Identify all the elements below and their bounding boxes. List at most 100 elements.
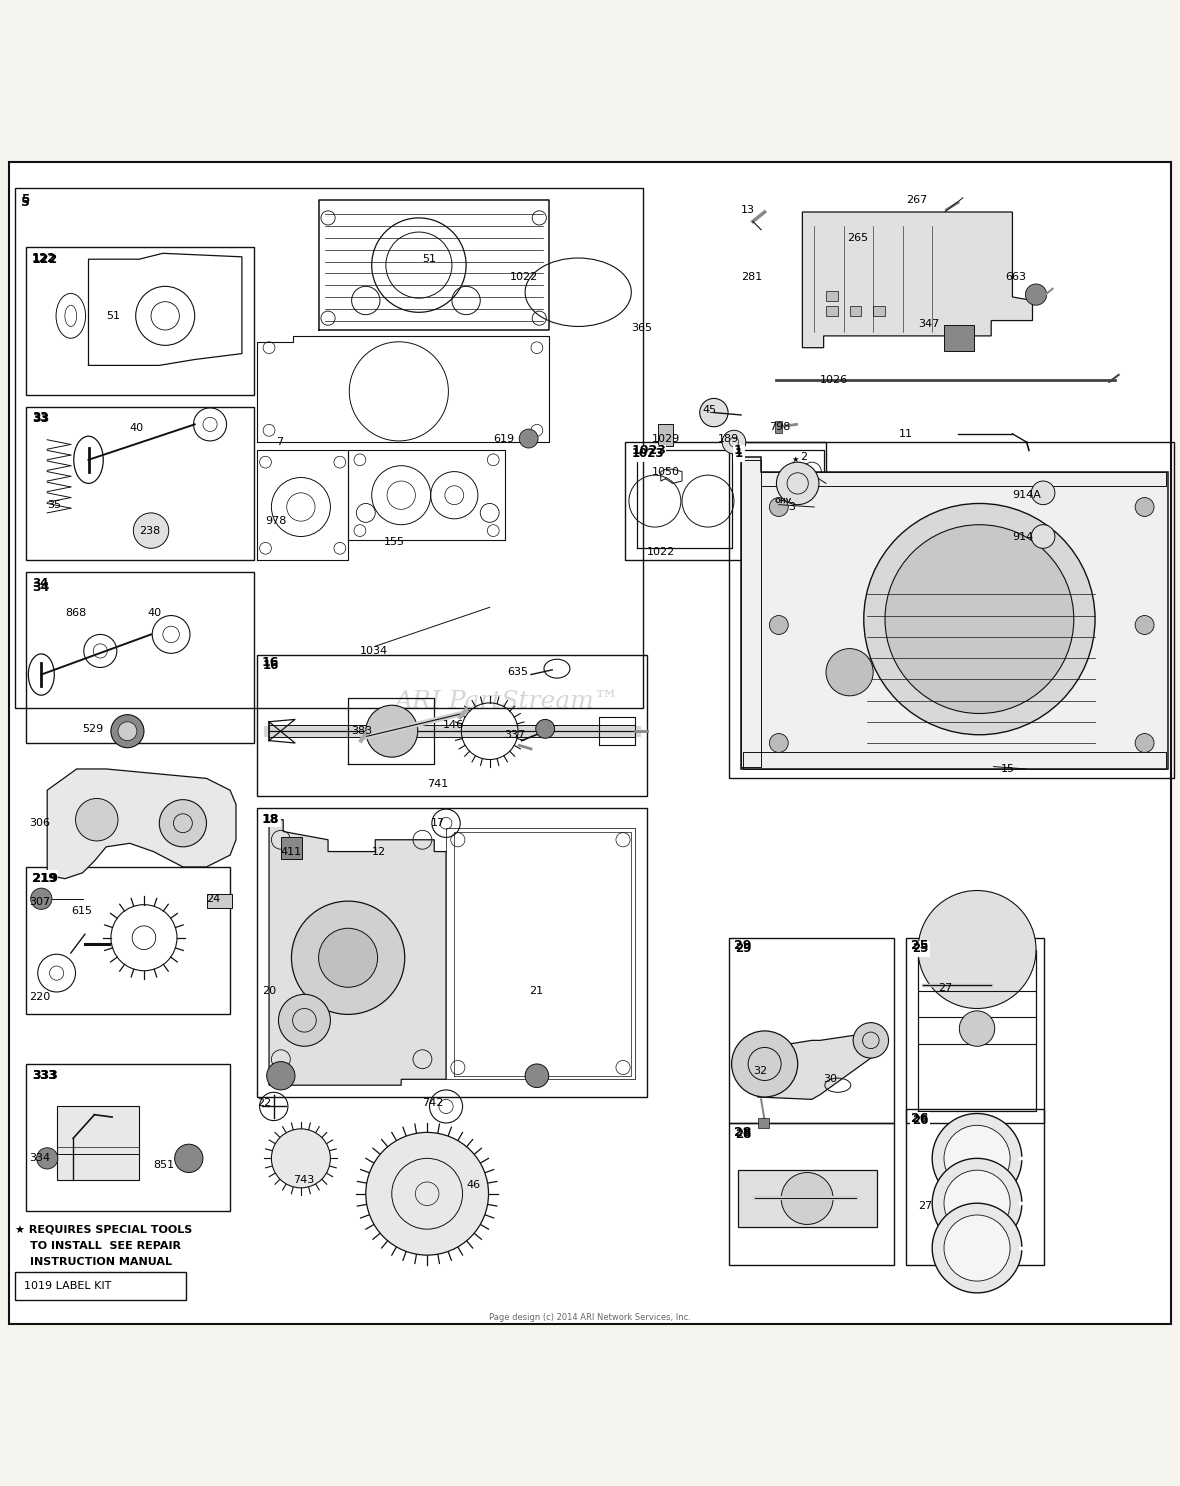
Text: 219: 219	[32, 872, 57, 884]
Text: 741: 741	[427, 779, 448, 789]
Text: 914A: 914A	[1012, 490, 1041, 501]
Text: 3: 3	[788, 502, 795, 513]
Bar	[15, 189, 643, 707]
Text: 11: 11	[899, 429, 913, 438]
Text: 914: 914	[1012, 532, 1034, 541]
Text: 28: 28	[735, 1128, 752, 1141]
Text: 12: 12	[372, 847, 386, 856]
Text: 189: 189	[717, 434, 739, 443]
Text: 333: 333	[32, 1068, 57, 1082]
Circle shape	[271, 1129, 330, 1187]
Circle shape	[111, 715, 144, 747]
Polygon shape	[753, 1033, 879, 1100]
Text: 619: 619	[493, 434, 514, 443]
Text: 35: 35	[47, 499, 61, 510]
Text: ★: ★	[792, 455, 799, 464]
Text: 25: 25	[911, 939, 929, 953]
Text: 798: 798	[769, 422, 791, 432]
Circle shape	[722, 431, 746, 453]
Bar	[257, 808, 647, 1097]
Text: 868: 868	[65, 608, 86, 618]
Text: 337: 337	[504, 730, 525, 740]
Text: 1050: 1050	[651, 467, 680, 477]
Text: 51: 51	[106, 311, 120, 321]
Circle shape	[519, 429, 538, 447]
Circle shape	[781, 1172, 833, 1224]
Text: TO INSTALL  SEE REPAIR: TO INSTALL SEE REPAIR	[30, 1241, 181, 1251]
Bar	[257, 654, 647, 796]
Text: 1034: 1034	[360, 646, 388, 655]
Text: 663: 663	[1005, 272, 1027, 282]
Circle shape	[159, 799, 206, 847]
Text: 978: 978	[266, 516, 287, 526]
Text: 40: 40	[130, 424, 144, 432]
Text: 615: 615	[71, 905, 92, 915]
Text: 267: 267	[906, 195, 927, 205]
Circle shape	[944, 1169, 1010, 1236]
Bar	[206, 895, 232, 908]
Text: 26: 26	[912, 1113, 929, 1126]
Circle shape	[118, 722, 137, 740]
Text: 411: 411	[281, 847, 302, 856]
Circle shape	[885, 525, 1074, 713]
Polygon shape	[47, 768, 236, 878]
Text: 265: 265	[847, 233, 868, 242]
Text: 29: 29	[734, 939, 752, 953]
Polygon shape	[741, 458, 1168, 768]
Text: 5: 5	[21, 193, 30, 207]
Text: 18: 18	[263, 813, 280, 826]
Text: 122: 122	[32, 253, 57, 265]
Text: 16: 16	[263, 660, 280, 672]
Circle shape	[918, 890, 1036, 1009]
Circle shape	[1135, 734, 1154, 752]
Circle shape	[732, 1031, 798, 1097]
Circle shape	[175, 1144, 203, 1172]
Bar	[850, 306, 861, 317]
Text: 281: 281	[741, 272, 762, 282]
Text: 146: 146	[442, 721, 464, 730]
Circle shape	[853, 1022, 889, 1058]
Bar	[281, 838, 302, 859]
Bar	[625, 443, 826, 560]
Text: 30: 30	[824, 1074, 838, 1085]
Bar	[883, 226, 909, 250]
Bar	[658, 425, 673, 446]
Text: 5: 5	[21, 196, 30, 210]
Text: OHV: OHV	[775, 498, 792, 504]
Bar	[26, 247, 254, 395]
Text: 219: 219	[32, 872, 58, 886]
Text: 1023: 1023	[631, 444, 667, 456]
Text: 46: 46	[466, 1180, 480, 1190]
Circle shape	[291, 901, 405, 1015]
Text: 1029: 1029	[651, 434, 680, 443]
Text: ★ REQUIRES SPECIAL TOOLS: ★ REQUIRES SPECIAL TOOLS	[15, 1224, 192, 1235]
Bar	[26, 407, 254, 560]
Circle shape	[944, 1216, 1010, 1281]
Text: INSTRUCTION MANUAL: INSTRUCTION MANUAL	[30, 1257, 171, 1268]
Circle shape	[1031, 525, 1055, 548]
Text: 851: 851	[153, 1161, 175, 1171]
Text: 635: 635	[507, 667, 529, 678]
Text: 365: 365	[631, 322, 653, 333]
Circle shape	[932, 1113, 1022, 1204]
Text: ARI PartStream™: ARI PartStream™	[395, 690, 620, 713]
Bar	[906, 938, 1044, 1123]
Polygon shape	[269, 820, 446, 1085]
Circle shape	[1031, 481, 1055, 505]
Circle shape	[133, 513, 169, 548]
Text: 742: 742	[422, 1098, 444, 1109]
Text: 1026: 1026	[820, 374, 848, 385]
Text: 33: 33	[32, 412, 50, 425]
Bar	[738, 1169, 877, 1227]
Text: 25: 25	[912, 942, 929, 955]
Text: 34: 34	[32, 577, 48, 590]
Circle shape	[959, 1010, 995, 1046]
Text: Page design (c) 2014 ARI Network Services, Inc.: Page design (c) 2014 ARI Network Service…	[489, 1314, 691, 1323]
Text: 307: 307	[30, 898, 51, 908]
Bar	[758, 1119, 769, 1128]
Text: 238: 238	[139, 526, 160, 535]
Polygon shape	[802, 212, 1032, 348]
Text: 40: 40	[148, 608, 162, 618]
Text: 334: 334	[30, 1153, 51, 1164]
Text: 529: 529	[83, 724, 104, 734]
